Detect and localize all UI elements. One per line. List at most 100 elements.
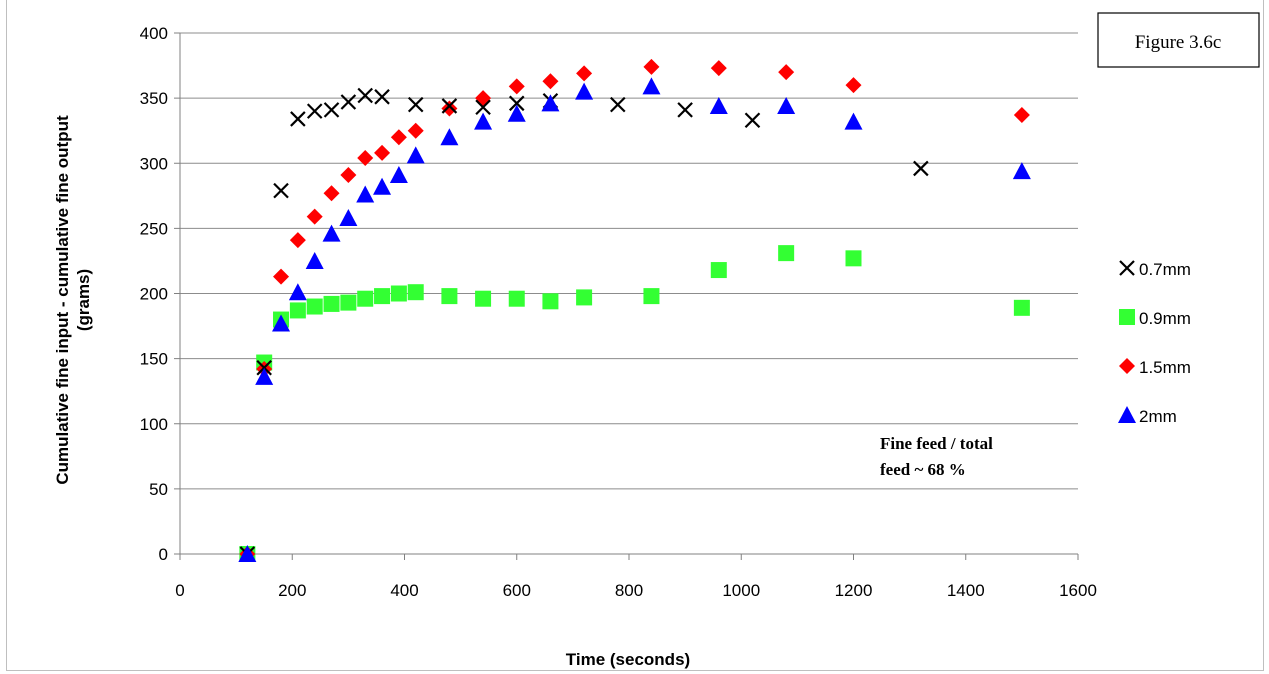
data-point	[677, 102, 693, 118]
series-2mm	[238, 77, 1031, 562]
data-point	[255, 367, 274, 385]
y-axis-title: Cumulative fine input - cumulative fine …	[53, 115, 72, 485]
data-point	[642, 77, 661, 95]
y-axis-title-units: (grams)	[74, 269, 93, 331]
data-point	[609, 96, 626, 113]
data-point	[1013, 107, 1030, 124]
data-point	[845, 77, 862, 94]
data-point	[306, 208, 323, 225]
data-point	[710, 60, 727, 77]
data-point	[356, 185, 375, 203]
data-point	[507, 104, 526, 122]
legend-item: 0.9mm	[1119, 309, 1191, 328]
data-point	[475, 90, 492, 107]
data-point	[508, 95, 525, 112]
x-tick-label: 600	[503, 581, 531, 600]
x-tick-label: 1200	[835, 581, 873, 600]
data-point	[357, 150, 374, 167]
data-point	[441, 98, 458, 114]
y-tick-label: 400	[140, 24, 168, 43]
data-point	[845, 250, 862, 267]
data-point	[273, 268, 290, 285]
legend-marker	[1119, 309, 1135, 325]
data-point	[844, 112, 863, 130]
legend-label: 1.5mm	[1139, 358, 1191, 377]
data-point	[778, 245, 795, 262]
data-point	[407, 96, 424, 113]
x-tick-labels: 0 200 400 600 800 1000 1200 1400 1600	[175, 554, 1097, 600]
data-point	[441, 288, 458, 305]
data-point	[323, 295, 340, 312]
y-tick-label: 300	[140, 154, 168, 173]
y-tick-label: 200	[140, 285, 168, 304]
y-tick-label: 0	[159, 545, 168, 564]
data-point	[390, 285, 407, 302]
data-point	[778, 64, 795, 81]
data-point	[575, 82, 594, 100]
data-points	[238, 58, 1031, 562]
x-tick-label: 1400	[947, 581, 985, 600]
data-point	[339, 208, 358, 226]
x-tick-label: 1600	[1059, 581, 1097, 600]
data-point	[306, 103, 323, 119]
data-point	[541, 94, 560, 112]
data-point	[744, 112, 761, 129]
data-point	[374, 144, 391, 161]
data-point	[407, 284, 424, 301]
data-point	[576, 65, 593, 82]
data-point	[373, 177, 392, 195]
data-point	[289, 232, 306, 249]
data-point	[643, 58, 660, 75]
annotation-line-2: feed ~ 68 %	[880, 460, 966, 479]
series-0.9mm	[239, 245, 1030, 562]
data-point	[238, 545, 257, 562]
x-tick-label: 400	[390, 581, 418, 600]
legend-label: 0.7mm	[1139, 260, 1191, 279]
data-point	[374, 288, 391, 305]
data-point	[475, 99, 491, 116]
legend-marker	[1119, 358, 1135, 374]
data-point	[709, 96, 728, 114]
data-point	[777, 96, 796, 114]
y-tick-label: 100	[140, 415, 168, 434]
data-point	[390, 129, 407, 146]
x-axis-title: Time (seconds)	[566, 650, 690, 669]
data-point	[913, 160, 929, 177]
data-point	[710, 262, 727, 279]
data-point	[340, 166, 357, 183]
x-tick-label: 800	[615, 581, 643, 600]
data-point	[288, 283, 307, 301]
legend-marker	[1118, 406, 1136, 423]
data-point	[305, 251, 324, 269]
legend: 0.7mm 0.9mm 1.5mm 2mm	[1118, 260, 1191, 426]
data-point	[357, 290, 374, 307]
data-point	[323, 102, 340, 118]
data-point	[323, 185, 340, 202]
data-point	[440, 128, 459, 146]
y-tick-label: 350	[140, 89, 168, 108]
data-point	[576, 289, 593, 306]
data-point	[290, 111, 306, 127]
x-tick-label: 0	[175, 581, 184, 600]
data-point	[407, 122, 424, 139]
data-point	[272, 314, 291, 332]
x-tick-label: 1000	[722, 581, 760, 600]
figure-label-box	[1097, 12, 1260, 68]
annotation-line-1: Fine feed / total	[880, 434, 993, 453]
y-tick-label: 250	[140, 219, 168, 238]
data-point	[357, 87, 373, 104]
series-1.5mm	[239, 58, 1030, 562]
data-point	[374, 89, 390, 105]
data-point	[542, 293, 559, 310]
data-point	[306, 298, 323, 315]
data-point	[643, 288, 660, 305]
data-point	[289, 302, 306, 319]
data-point	[340, 294, 357, 311]
y-tick-labels: 0 50 100 150 200 250 300 350 400	[140, 24, 180, 564]
data-point	[508, 290, 525, 307]
data-point	[542, 73, 559, 90]
x-tick-label: 200	[278, 581, 306, 600]
y-tick-label: 50	[149, 480, 168, 499]
data-point	[441, 100, 458, 117]
